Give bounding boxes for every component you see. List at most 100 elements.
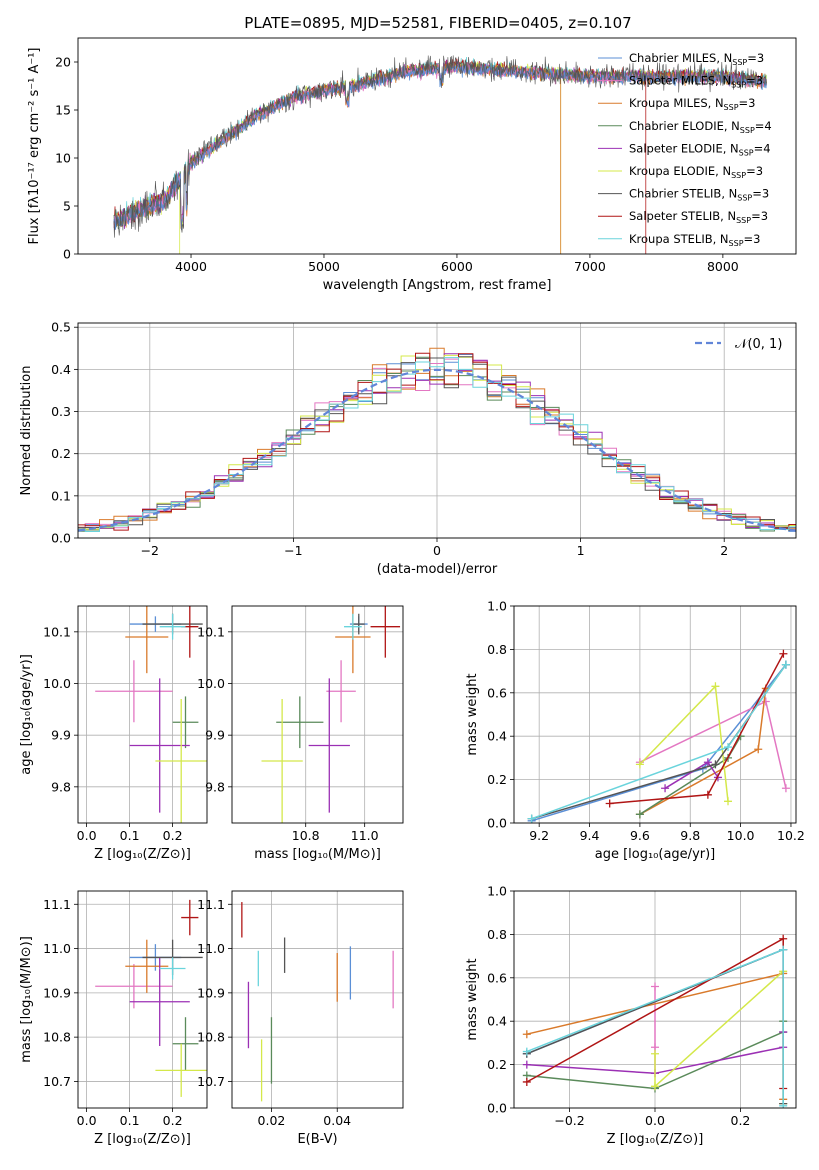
plot-area <box>78 347 796 532</box>
x-tick-label: 0.04 <box>323 1113 351 1128</box>
y-tick-label: 0.0 <box>487 816 507 831</box>
plot-area <box>261 606 401 823</box>
y-axis-label: Normed distribution <box>19 366 34 496</box>
plot-area <box>522 934 788 1108</box>
weight-line <box>531 664 787 820</box>
x-tick-label: 0.1 <box>120 1113 140 1128</box>
errorbar-point <box>159 957 186 980</box>
weight-marker <box>605 799 614 808</box>
x-tick-label: 9.8 <box>680 828 700 843</box>
histogram-step <box>78 354 796 530</box>
x-tick-label: 11.0 <box>351 828 379 843</box>
y-axis-label: mass weight <box>465 958 480 1040</box>
axes-frame <box>231 890 404 1109</box>
errorbar-point <box>155 699 207 823</box>
y-tick-label: 10.0 <box>43 676 71 691</box>
plot-area <box>113 55 767 254</box>
y-tick-label: 11.1 <box>43 897 71 912</box>
y-tick-label: 10.1 <box>43 624 71 639</box>
x-axis-label: (data-model)/error <box>377 562 498 577</box>
x-tick-label: −1 <box>284 543 302 558</box>
x-tick-label: 0.0 <box>77 1113 97 1128</box>
x-axis-label: Z [log₁₀(Z/Z⊙)] <box>607 1132 704 1147</box>
x-tick-label: 0.1 <box>120 828 140 843</box>
weight-marker <box>724 797 733 806</box>
legend-label: Salpeter STELIB, NSSP=3 <box>629 209 768 225</box>
x-axis-label: E(B-V) <box>297 1132 337 1147</box>
y-tick-label: 10.7 <box>197 1074 225 1089</box>
x-tick-label: −0.2 <box>554 1113 584 1128</box>
legend-label: Chabrier STELIB, NSSP=3 <box>629 187 769 203</box>
axes-frame <box>231 605 404 824</box>
axes-frame <box>77 322 797 539</box>
x-tick-label: −2 <box>141 543 159 558</box>
plot-area <box>95 606 207 823</box>
y-axis-label: mass [log₁₀(M/M⊙)] <box>19 936 34 1063</box>
plot-area <box>527 649 790 823</box>
weight-line <box>531 664 787 822</box>
weight-marker <box>651 1049 659 1058</box>
y-tick-label: 0.4 <box>487 1014 507 1029</box>
weight-line <box>654 969 784 1104</box>
weight-marker <box>724 743 733 752</box>
x-axis-label: Z [log₁₀(Z/Z⊙)] <box>94 847 191 862</box>
normal-curve <box>78 368 796 532</box>
x-tick-label: 0.2 <box>163 828 183 843</box>
y-tick-label: 0.4 <box>51 362 71 377</box>
histogram-step <box>78 356 796 532</box>
y-tick-label: 0.8 <box>487 642 507 657</box>
errorbar-point <box>370 606 401 658</box>
legend-label: 𝒩(0, 1) <box>735 337 782 352</box>
y-tick-label: 0 <box>63 247 71 262</box>
x-tick-label: 10.8 <box>292 828 320 843</box>
legend-label: Chabrier ELODIE, NSSP=4 <box>629 119 772 135</box>
weight-marker <box>651 1082 659 1091</box>
y-axis-label: Flux [fλ10⁻¹⁷ erg cm⁻² s⁻¹ A⁻¹] <box>27 48 42 245</box>
panel-7: −0.2 0.0 0.2 0.0 0.2 0.4 0.6 0.8 1.0 Z [log₁₀(Z/Z… <box>465 884 797 1147</box>
legend-label: Salpeter ELODIE, NSSP=4 <box>629 141 771 157</box>
x-axis-label: Z [log₁₀(Z/Z⊙)] <box>94 1132 191 1147</box>
panel-0: 4000 5000 6000 7000 8000 0 5 10 15 20 wavelength [… <box>27 37 797 293</box>
weight-marker <box>761 697 770 706</box>
y-tick-label: 0.1 <box>51 488 71 503</box>
y-tick-label: 0.0 <box>487 1101 507 1116</box>
y-tick-label: 0.0 <box>51 531 71 546</box>
y-tick-label: 10.8 <box>43 1030 71 1045</box>
x-axis-label: mass [log₁₀(M/M⊙)] <box>254 847 381 862</box>
weight-marker <box>711 682 720 691</box>
legend-label: Kroupa MILES, NSSP=3 <box>629 96 755 112</box>
y-tick-label: 0.5 <box>51 320 71 335</box>
x-tick-label: 7000 <box>574 259 606 274</box>
y-tick-label: 10.9 <box>43 985 71 1000</box>
errorbar-point <box>159 613 186 640</box>
histogram-step <box>78 357 796 532</box>
errorbar-point <box>155 1043 207 1097</box>
y-axis-label: age [log₁₀(age/yr)] <box>19 654 34 775</box>
weight-marker <box>522 1030 531 1039</box>
y-tick-label: 9.8 <box>205 779 225 794</box>
weight-marker <box>781 784 790 793</box>
weight-marker <box>635 760 644 769</box>
errorbar-point <box>261 699 303 823</box>
axes-frame <box>77 37 797 255</box>
errorbar-point <box>344 613 362 640</box>
errorbar-point <box>326 660 356 723</box>
x-tick-label: 2 <box>720 543 728 558</box>
x-tick-label: 0.0 <box>77 828 97 843</box>
y-tick-label: 0.8 <box>487 927 507 942</box>
x-tick-label: 0.2 <box>163 1113 183 1128</box>
x-tick-label: 9.2 <box>529 828 549 843</box>
weight-marker <box>779 1101 788 1108</box>
y-tick-label: 9.8 <box>51 779 71 794</box>
weight-marker <box>711 760 720 769</box>
y-tick-label: 9.9 <box>205 728 225 743</box>
y-tick-label: 0.6 <box>487 970 507 985</box>
axes-frame <box>513 605 797 824</box>
legend-label: Kroupa ELODIE, NSSP=3 <box>629 164 763 180</box>
x-axis-label: wavelength [Angstrom, rest frame] <box>323 278 552 293</box>
weight-marker <box>527 814 536 823</box>
errorbar-point <box>352 613 365 635</box>
weight-marker <box>703 790 712 799</box>
errorbar-point <box>129 678 190 813</box>
